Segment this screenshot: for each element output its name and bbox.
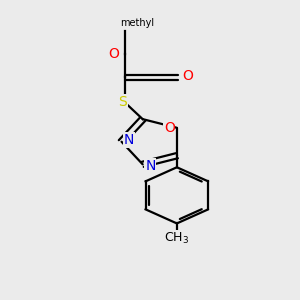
Text: O: O — [109, 47, 119, 61]
Text: N: N — [145, 159, 155, 173]
Text: O: O — [183, 69, 194, 83]
Text: CH$_3$: CH$_3$ — [164, 231, 189, 246]
Text: methyl: methyl — [120, 18, 154, 28]
Text: N: N — [124, 133, 134, 147]
Text: O: O — [164, 121, 175, 135]
Text: S: S — [118, 95, 127, 109]
